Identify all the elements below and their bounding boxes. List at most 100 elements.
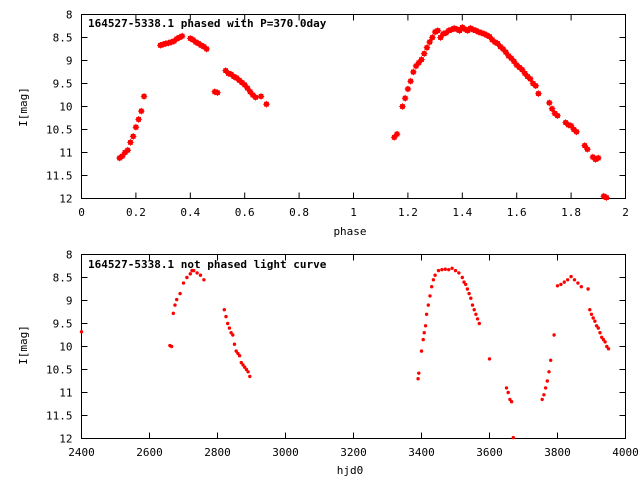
phased-data-point — [502, 48, 510, 56]
phased-data-point — [140, 92, 148, 100]
unphased-plot-title: 164527-5338.1 not phased light curve — [88, 258, 327, 271]
phased-data-point — [126, 138, 135, 146]
phased-data-point — [504, 52, 513, 60]
phased-data-point — [246, 88, 254, 96]
phased-data-point — [475, 28, 483, 36]
phased-y-axis-title: I[mag] — [17, 87, 30, 127]
phased-data-point — [515, 63, 524, 71]
phased-data-point — [423, 44, 431, 52]
unphased-data-point — [453, 268, 458, 273]
unphased-data-point — [232, 342, 237, 346]
unphased-data-point — [440, 267, 444, 272]
unphased-data-point — [175, 297, 179, 302]
unphased-y-tick-label: 8 — [66, 249, 73, 262]
phased-data-point — [431, 28, 439, 36]
phased-data-point — [472, 27, 480, 35]
unphased-data-point — [227, 326, 232, 330]
phased-data-point — [488, 36, 496, 44]
phased-data-point — [526, 75, 534, 83]
phased-data-point — [453, 25, 461, 33]
phased-data-point — [594, 154, 602, 162]
phased-data-point — [135, 115, 143, 123]
phased-data-point — [491, 38, 499, 46]
unphased-data-point — [419, 349, 424, 353]
phased-data-point — [124, 146, 132, 154]
unphased-data-point — [417, 371, 421, 375]
unphased-data-point — [545, 379, 549, 383]
unphased-data-point — [424, 312, 429, 316]
phased-data-point — [581, 142, 589, 150]
phased-data-point — [194, 39, 203, 48]
phased-data-point — [442, 29, 450, 37]
unphased-data-point — [188, 272, 192, 276]
phased-data-point — [390, 133, 398, 141]
unphased-x-tick-label: 3000 — [272, 446, 299, 459]
phased-data-point — [461, 25, 469, 33]
phased-data-point — [450, 24, 458, 32]
phased-data-point — [510, 57, 518, 66]
unphased-data-point — [603, 340, 607, 344]
phased-data-point — [115, 154, 124, 162]
phased-data-point — [401, 94, 409, 102]
unphased-data-point — [426, 303, 430, 307]
phased-data-point — [241, 81, 249, 89]
unphased-x-tick-label: 3800 — [544, 446, 571, 459]
unphased-data-point — [79, 330, 84, 334]
phased-data-point — [477, 29, 485, 37]
unphased-data-point — [487, 357, 492, 361]
phased-y-tick-label: 11 — [59, 147, 72, 160]
unphased-data-points — [79, 266, 611, 440]
unphased-y-tick-label: 8.5 — [53, 272, 73, 285]
unphased-data-point — [416, 377, 420, 381]
unphased-data-point — [450, 266, 454, 270]
unphased-data-point — [202, 278, 206, 282]
phased-data-point — [494, 39, 502, 48]
phased-data-point — [243, 84, 252, 92]
phased-data-point — [213, 89, 222, 97]
unphased-data-point — [547, 370, 551, 374]
phased-data-point — [458, 23, 466, 31]
phased-y-tick-label: 9 — [66, 55, 73, 68]
unphased-data-point — [460, 275, 464, 280]
phased-data-point — [137, 107, 145, 115]
phased-plot-title: 164527-5338.1 phased with P=370.0day — [88, 17, 327, 30]
phased-data-point — [583, 145, 592, 153]
phased-data-point — [548, 105, 556, 113]
phased-data-point — [572, 128, 581, 136]
unphased-data-point — [559, 282, 563, 287]
unphased-data-point — [474, 312, 478, 316]
unphased-data-point — [596, 326, 600, 330]
phased-data-points — [115, 23, 611, 202]
phased-data-point — [393, 130, 401, 138]
phased-data-point — [589, 153, 597, 161]
unphased-data-point — [422, 331, 426, 335]
phased-data-point — [164, 39, 173, 47]
phased-data-point — [249, 91, 257, 99]
unphased-data-point — [457, 271, 461, 275]
phased-light-curve-panel: 164527-5338.1 phased with P=370.0day pha… — [17, 9, 629, 239]
phased-data-point — [262, 100, 271, 108]
phased-data-point — [415, 59, 423, 67]
phased-data-point — [513, 61, 521, 69]
phased-data-point — [230, 73, 238, 81]
phased-data-point — [251, 93, 260, 101]
unphased-y-tick-label: 9 — [66, 295, 73, 308]
phased-data-point — [529, 79, 537, 88]
phased-data-point — [439, 30, 447, 38]
unphased-data-point — [472, 308, 476, 312]
phased-data-point — [562, 119, 570, 127]
unphased-data-point — [540, 397, 544, 402]
phased-data-point — [545, 99, 553, 107]
phased-y-tick-label: 10 — [59, 101, 72, 114]
phased-data-point — [170, 37, 178, 45]
unphased-x-tick-label: 2600 — [136, 446, 163, 459]
phased-data-point — [445, 27, 453, 35]
unphased-data-point — [248, 374, 252, 379]
phased-y-tick-label: 11.5 — [46, 170, 73, 183]
unphased-data-point — [430, 285, 434, 289]
phased-data-point — [186, 34, 194, 43]
unphased-data-point — [169, 344, 174, 349]
unphased-data-point — [185, 275, 189, 280]
phased-x-axis-title: phase — [333, 225, 366, 238]
unphased-data-point — [178, 291, 182, 296]
